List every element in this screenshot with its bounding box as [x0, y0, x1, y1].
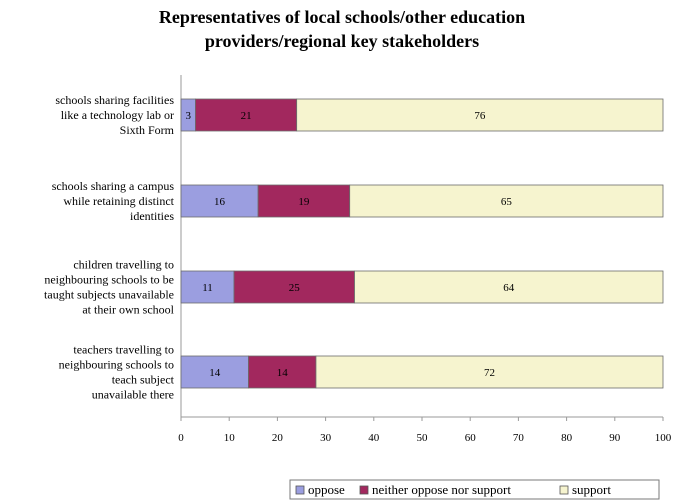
data-label: 11 [202, 282, 213, 294]
data-label: 19 [298, 196, 310, 208]
x-tick-label: 30 [320, 432, 332, 444]
x-tick-label: 40 [368, 432, 380, 444]
legend-swatch [295, 485, 305, 495]
data-label: 65 [501, 196, 513, 208]
category-label: schools sharing a campus while retaining … [52, 179, 175, 223]
chart-title-line: providers/regional key stakeholders [205, 31, 479, 51]
data-label: 64 [503, 282, 515, 294]
legend-swatch [359, 485, 369, 495]
category-label-line: schools sharing a campus [52, 179, 175, 193]
category-label: teachers travelling to neighbouring schoo… [59, 343, 175, 402]
bar-segment-support [354, 270, 664, 304]
bar-segment-support [315, 355, 664, 389]
chart-title: Representatives of local schools/other e… [159, 7, 525, 51]
chart-title-line: Representatives of local schools/other e… [159, 7, 525, 27]
bars: 3 21 76 16 19 65 11 25 64 14 14 72 [180, 98, 664, 389]
bar-segment-neither-oppose-nor-support [195, 98, 298, 132]
data-label: 16 [214, 196, 226, 208]
data-label: 25 [289, 282, 301, 294]
category-label: schools sharing facilities like a technol… [55, 93, 174, 137]
x-tick-label: 70 [513, 432, 525, 444]
data-label: 76 [474, 110, 486, 122]
data-label: 3 [185, 110, 191, 122]
legend-label: oppose [308, 482, 345, 497]
x-tick-label: 20 [272, 432, 284, 444]
category-label-line: taught subjects unavailable [44, 288, 174, 302]
legend-label: neither oppose nor support [372, 482, 511, 497]
x-tick-label: 0 [178, 432, 184, 444]
bar-segment-neither-oppose-nor-support [233, 270, 355, 304]
legend-swatch [559, 485, 569, 495]
data-label: 21 [241, 110, 252, 122]
data-label: 14 [277, 367, 289, 379]
category-label-line: while retaining distinct [63, 194, 174, 208]
category-label-line: neighbouring schools to be [44, 273, 174, 287]
category-label-line: like a technology lab or [61, 108, 174, 122]
category-label-line: children travelling to [73, 258, 174, 272]
category-label-line: unavailable there [92, 388, 174, 402]
x-tick-label: 80 [561, 432, 573, 444]
data-label: 72 [484, 367, 495, 379]
x-tick-label: 100 [655, 432, 672, 444]
x-tick-label: 10 [224, 432, 236, 444]
legend: oppose neither oppose nor support support [289, 479, 660, 500]
x-tick-label: 60 [465, 432, 477, 444]
data-label: 14 [209, 367, 221, 379]
category-label-line: at their own school [82, 303, 174, 317]
category-label-line: neighbouring schools to [59, 358, 174, 372]
category-label-line: Sixth Form [120, 123, 175, 137]
x-tick-label: 90 [609, 432, 621, 444]
legend-label: support [572, 482, 611, 497]
bar-segment-oppose [180, 184, 259, 218]
category-label: children travelling to neighbouring schoo… [44, 258, 175, 317]
category-label-line: identities [130, 209, 174, 223]
category-label-line: schools sharing facilities [55, 93, 174, 107]
category-labels: schools sharing facilities like a technol… [44, 93, 175, 402]
bar-segment-support [296, 98, 664, 132]
category-label-line: teachers travelling to [73, 343, 174, 357]
bar-segment-oppose [180, 355, 249, 389]
x-tick-label: 50 [417, 432, 429, 444]
x-axis-ticks: 0 10 20 30 40 50 60 70 80 90 100 [178, 417, 672, 444]
bar-segment-support [349, 184, 664, 218]
category-label-line: teach subject [112, 373, 175, 387]
